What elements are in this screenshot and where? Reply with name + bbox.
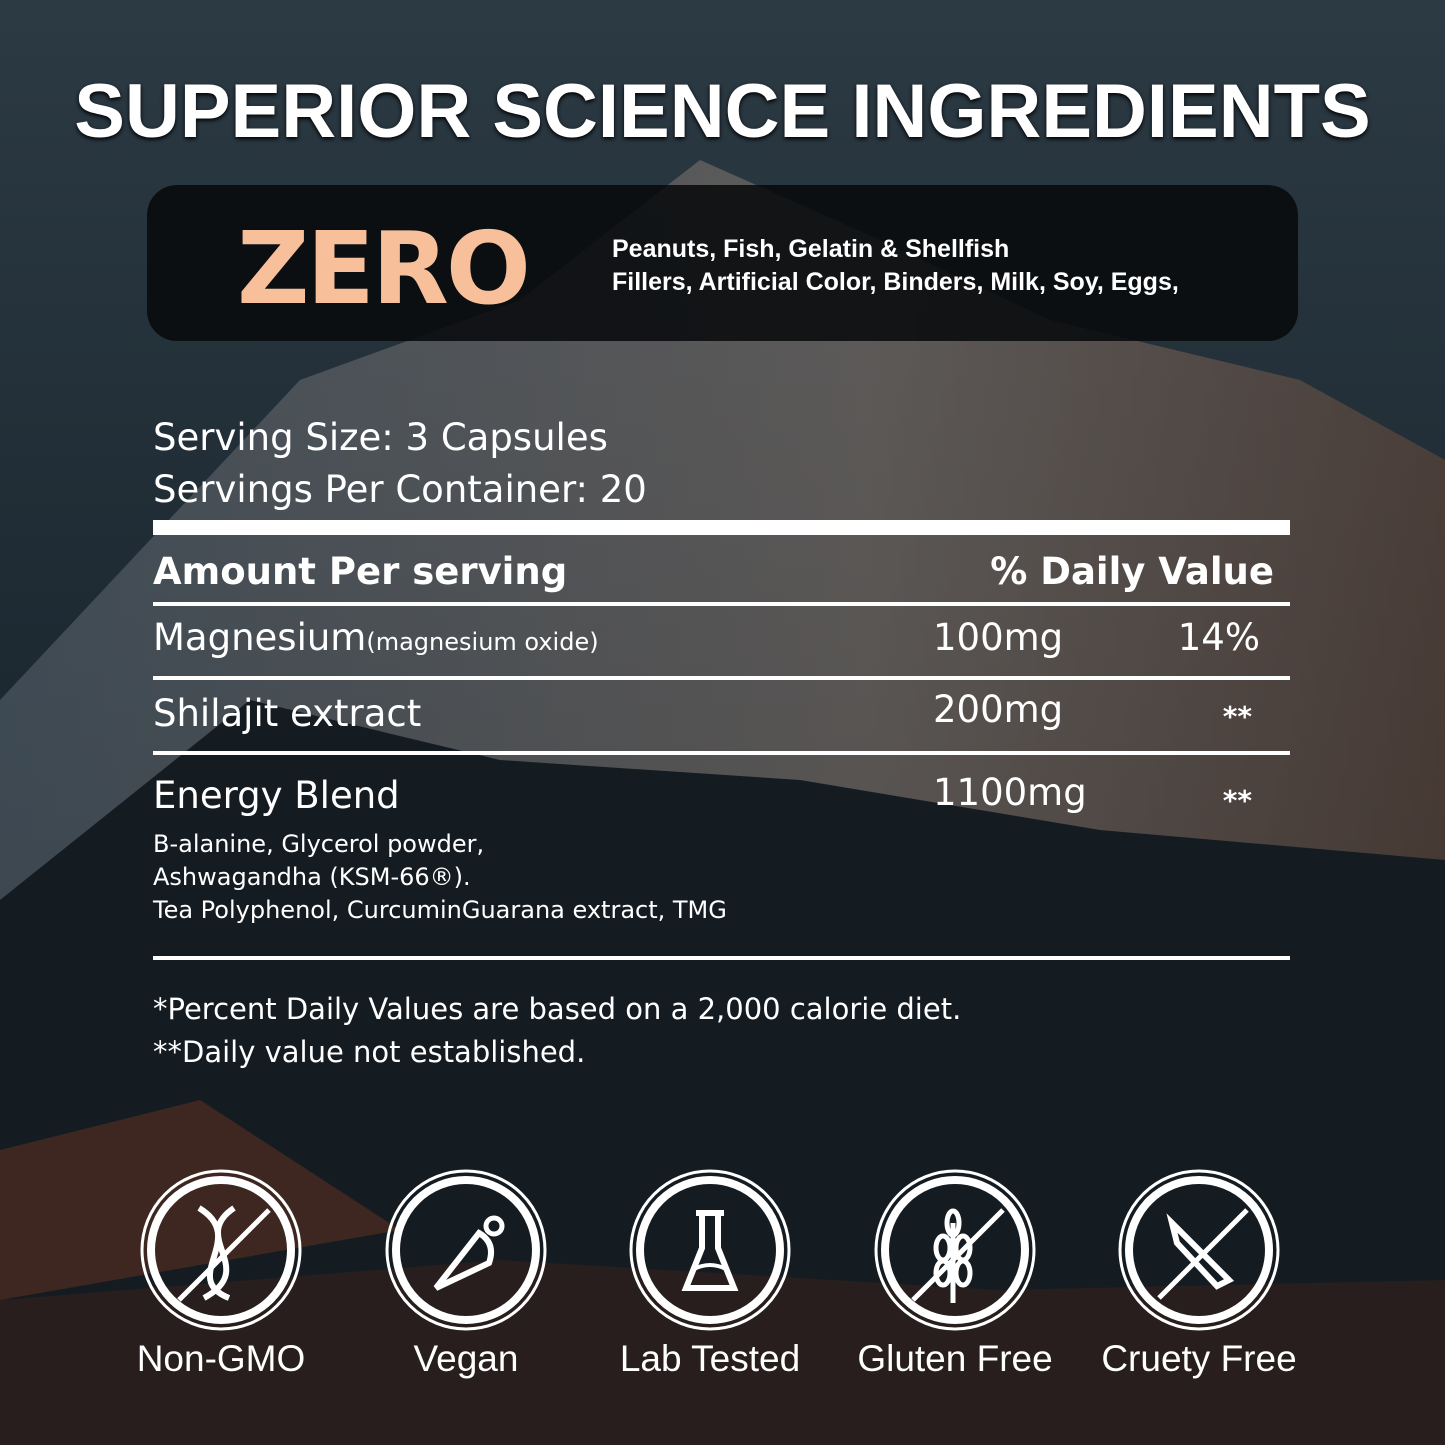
header-daily-value: % Daily Value: [990, 550, 1274, 593]
serving-size: Serving Size: 3 Capsules: [153, 416, 608, 459]
nutrient-amount: 1100mg: [933, 771, 1087, 814]
knife-crossed-icon: [1118, 1169, 1280, 1331]
footnote: *Percent Daily Values are based on a 2,0…: [153, 992, 962, 1026]
nutrient-name: Shilajit extract: [153, 692, 422, 735]
badge-label: Gluten Free: [857, 1338, 1053, 1379]
dna-crossed-icon: [140, 1169, 302, 1331]
divider: [153, 602, 1290, 606]
zero-heading: ZERO: [237, 210, 531, 327]
footnote: **Daily value not established.: [153, 1035, 586, 1069]
nutrient-note: (magnesium oxide): [366, 628, 599, 656]
nutrient-amount: 200mg: [933, 688, 1064, 731]
nutrient-name: Magnesium(magnesium oxide): [153, 616, 599, 659]
badge-label: Cruety Free: [1101, 1338, 1297, 1379]
allergen-line-1: Peanuts, Fish, Gelatin & Shellfish: [612, 235, 1010, 263]
divider: [153, 956, 1290, 960]
flask-icon: [629, 1169, 791, 1331]
badge-label: Non-GMO: [136, 1338, 306, 1379]
divider: [153, 676, 1290, 680]
blend-detail: Tea Polyphenol, CurcuminGuarana extract,…: [153, 896, 727, 924]
wheat-crossed-icon: [874, 1169, 1036, 1331]
carrot-icon: [385, 1169, 547, 1331]
nutrient-amount: 100mg: [933, 616, 1064, 659]
nutrient-dv: 14%: [1177, 616, 1260, 659]
thick-divider: [153, 520, 1290, 535]
allergen-line-2: Fillers, Artificial Color, Binders, Milk…: [612, 268, 1179, 296]
badge-label: Lab Tested: [619, 1338, 801, 1379]
page-title: SUPERIOR SCIENCE INGREDIENTS: [74, 69, 1371, 154]
header-amount: Amount Per serving: [153, 550, 568, 593]
blend-detail: Ashwagandha (KSM-66®).: [153, 863, 471, 891]
nutrient-dv: **: [1222, 784, 1252, 817]
zero-allergens-panel: ZERO Peanuts, Fish, Gelatin & Shellfish …: [147, 185, 1298, 341]
badge-label: Vegan: [413, 1338, 519, 1379]
nutrient-label: Magnesium: [153, 616, 367, 659]
nutrient-name: Energy Blend: [153, 774, 400, 817]
servings-per-container: Servings Per Container: 20: [153, 468, 647, 511]
nutrient-dv: **: [1222, 700, 1252, 733]
divider: [153, 751, 1290, 755]
blend-detail: B-alanine, Glycerol powder,: [153, 830, 485, 858]
